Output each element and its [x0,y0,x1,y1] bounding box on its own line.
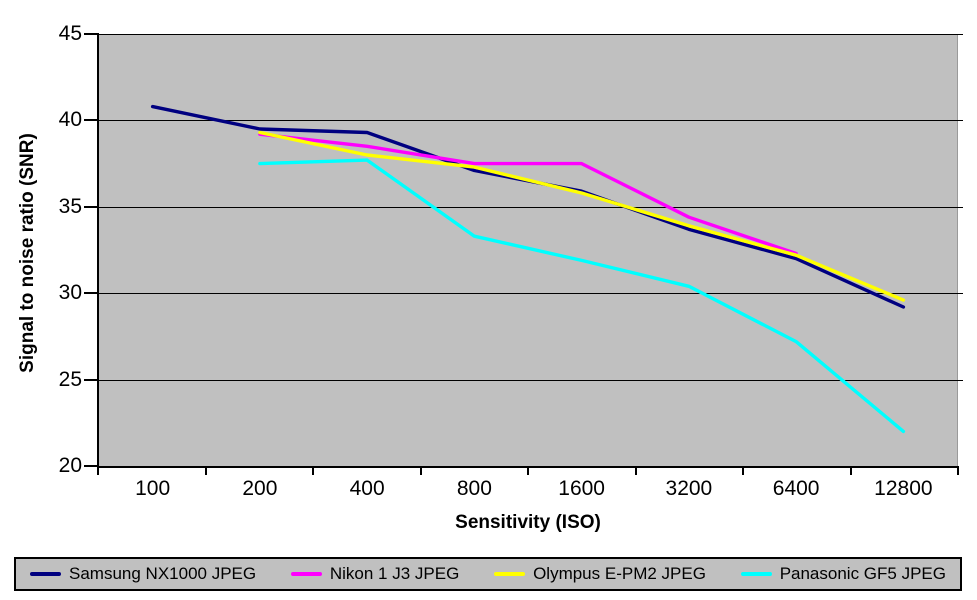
y-tick-label: 25 [58,368,82,391]
series-line-2 [258,130,906,302]
x-tick [204,468,207,475]
y-tick-label: 20 [58,454,82,477]
x-axis-ticks [97,468,959,475]
y-tick-label: 30 [58,281,82,304]
legend-label: Nikon 1 J3 JPEG [329,564,460,583]
x-tick [312,468,314,475]
plot-area [99,34,963,466]
y-tick [84,292,97,294]
legend-line-swatch [740,572,772,576]
y-tick [84,119,97,121]
legend: Samsung NX1000 JPEG Nikon 1 J3 JPEG Olym… [14,557,962,591]
x-tick [527,468,529,475]
x-axis-title: Sensitivity (ISO) [455,512,601,533]
gridline-25 [99,380,963,381]
legend-line-swatch [494,572,526,576]
legend-item-nikon-1-j3: Nikon 1 J3 JPEG [290,564,460,584]
x-tick [957,468,959,475]
legend-item-samsung-nx1000: Samsung NX1000 JPEG [30,564,256,584]
gridline-35 [99,207,963,208]
legend-line-swatch [30,572,61,576]
x-tick-label: 200 [242,477,278,500]
y-tick [84,206,97,208]
legend-label: Panasonic GF5 JPEG [779,564,946,583]
legend-item-panasonic-gf5: Panasonic GF5 JPEG [740,564,946,584]
x-tick-label: 3200 [665,477,713,500]
x-axis-line [97,466,959,468]
x-tick-label: 1600 [558,477,605,500]
x-tick-labels: 100 200 400 800 1600 3200 6400 12800 [99,477,957,501]
series-line-1 [258,132,798,256]
y-tick-label: 40 [58,108,82,131]
y-tick [84,465,97,467]
legend-label: Samsung NX1000 JPEG [69,564,257,583]
x-tick-label: 12800 [874,477,933,500]
x-tick-label: 6400 [772,477,820,500]
y-tick [84,379,97,381]
y-tick-label: 35 [58,195,82,218]
gridline-30 [99,293,963,294]
x-tick-label: 100 [135,477,171,500]
y-axis-title: Signal to noise ratio (SNR) [17,133,38,373]
x-tick [849,468,852,475]
legend-line-swatch [290,572,322,576]
legend-item-olympus-e-pm2: Olympus E-PM2 JPEG [494,564,706,584]
y-axis-line [97,33,99,468]
series-lines [150,104,906,434]
x-tick [97,468,99,475]
y-tick [84,33,97,35]
x-tick-label: 400 [349,477,385,500]
x-tick [634,468,637,475]
gridline-45 [99,34,963,35]
x-tick [419,468,422,475]
y-tick-label: 45 [58,22,82,45]
legend-label: Olympus E-PM2 JPEG [533,564,706,583]
gridline-40 [99,120,963,121]
x-tick-label: 800 [456,477,492,500]
series-line-0 [150,104,906,309]
x-tick [742,468,744,475]
series-line-3 [258,158,906,434]
